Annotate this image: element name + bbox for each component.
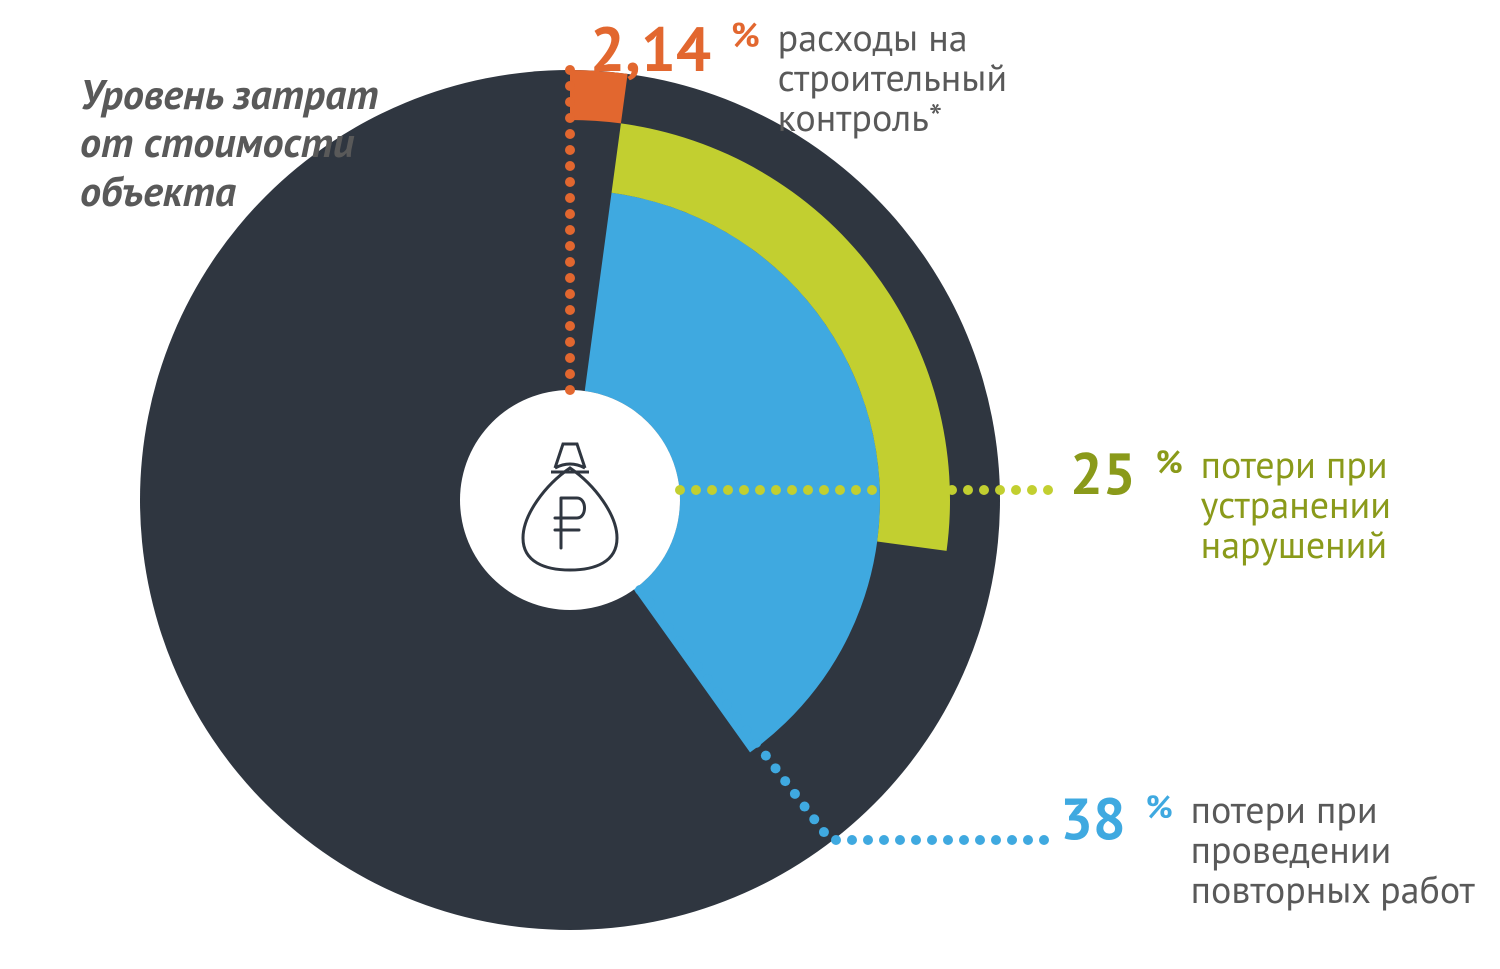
percent-sign: % — [1156, 445, 1183, 479]
title-line: от стоимости — [80, 118, 378, 166]
percent-sign: % — [1146, 790, 1173, 824]
chart-title: Уровень затратот стоимостиобъекта — [80, 70, 378, 215]
callout-rework: 38% потери при проведении повторных рабо… — [1060, 790, 1475, 910]
title-line: Уровень затрат — [80, 70, 378, 118]
rework-percent: 38 — [1060, 790, 1126, 848]
control-percent: 2,14 — [590, 18, 711, 80]
control-label: расходы на строительный контроль* — [778, 18, 1007, 138]
callout-control: 2,14% расходы на строительный контроль* — [590, 18, 1007, 138]
percent-sign: % — [731, 18, 760, 54]
rework-label: потери при проведении повторных работ — [1191, 790, 1475, 910]
violations-label: потери при устранении нарушений — [1201, 445, 1391, 565]
title-line: объекта — [80, 167, 378, 215]
violations-percent: 25 — [1070, 445, 1136, 503]
center-circle — [460, 390, 680, 610]
stage: Уровень затратот стоимостиобъекта 2,14% … — [0, 0, 1500, 969]
callout-violations: 25% потери при устранении нарушений — [1070, 445, 1391, 565]
